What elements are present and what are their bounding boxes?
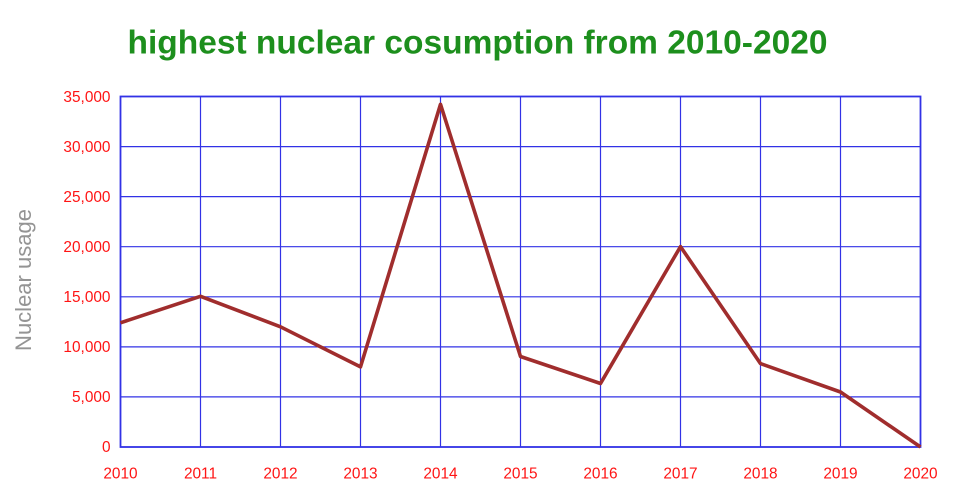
svg-text:highest nuclear cosumption fro: highest nuclear cosumption from 2010-202… (128, 25, 828, 62)
svg-text:2018: 2018 (743, 466, 777, 483)
svg-text:5,000: 5,000 (72, 389, 111, 406)
svg-text:2020: 2020 (903, 466, 937, 483)
svg-text:25,000: 25,000 (63, 189, 110, 206)
svg-text:10,000: 10,000 (63, 339, 110, 356)
svg-text:2014: 2014 (423, 466, 458, 483)
svg-text:Nuclear usage: Nuclear usage (11, 209, 36, 351)
svg-text:0: 0 (102, 439, 111, 456)
svg-text:15,000: 15,000 (63, 289, 110, 306)
svg-text:2016: 2016 (583, 466, 617, 483)
svg-text:20,000: 20,000 (63, 239, 110, 256)
svg-text:2012: 2012 (263, 466, 297, 483)
svg-text:2010: 2010 (103, 466, 137, 483)
svg-text:2015: 2015 (503, 466, 537, 483)
svg-text:35,000: 35,000 (63, 89, 110, 106)
svg-text:2019: 2019 (823, 466, 857, 483)
svg-text:2011: 2011 (184, 466, 217, 483)
svg-text:30,000: 30,000 (63, 139, 110, 156)
svg-text:2017: 2017 (663, 466, 697, 483)
svg-text:2013: 2013 (343, 466, 377, 483)
